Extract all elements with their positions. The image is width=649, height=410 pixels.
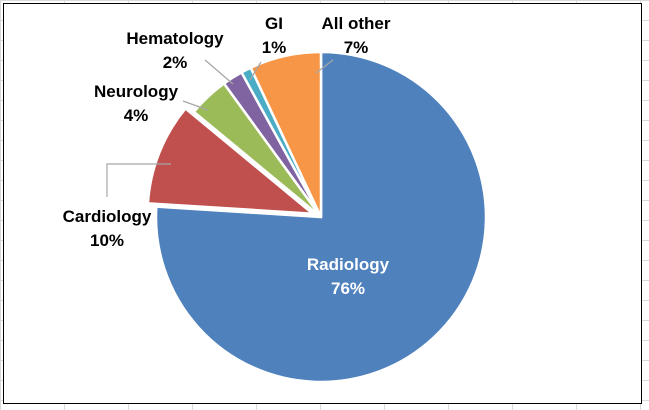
leader-line-gi [249, 61, 262, 81]
leader-line-hematology [204, 59, 234, 85]
leader-line-neurology [182, 100, 209, 111]
leader-line-cardiology [106, 163, 171, 197]
pie-slice-all-other [249, 50, 323, 218]
slice-value-gi: 1% [262, 38, 287, 57]
slice-value-cardiology: 10% [90, 231, 124, 250]
leader-line-all-other [315, 59, 334, 74]
slice-label-all-other: All other [322, 14, 391, 33]
pie-slice-radiology [154, 50, 488, 384]
slice-label-neurology: Neurology [94, 82, 179, 101]
slice-value-radiology: 76% [331, 279, 365, 298]
slice-label-cardiology: Cardiology [63, 207, 152, 226]
slice-value-hematology: 2% [163, 53, 188, 72]
slice-label-hematology: Hematology [126, 29, 224, 48]
slice-value-all-other: 7% [344, 38, 369, 57]
slice-label-radiology: Radiology [307, 255, 390, 274]
slice-value-neurology: 4% [124, 106, 149, 125]
slice-label-gi: GI [265, 14, 283, 33]
pie-slice-cardiology [146, 106, 317, 216]
